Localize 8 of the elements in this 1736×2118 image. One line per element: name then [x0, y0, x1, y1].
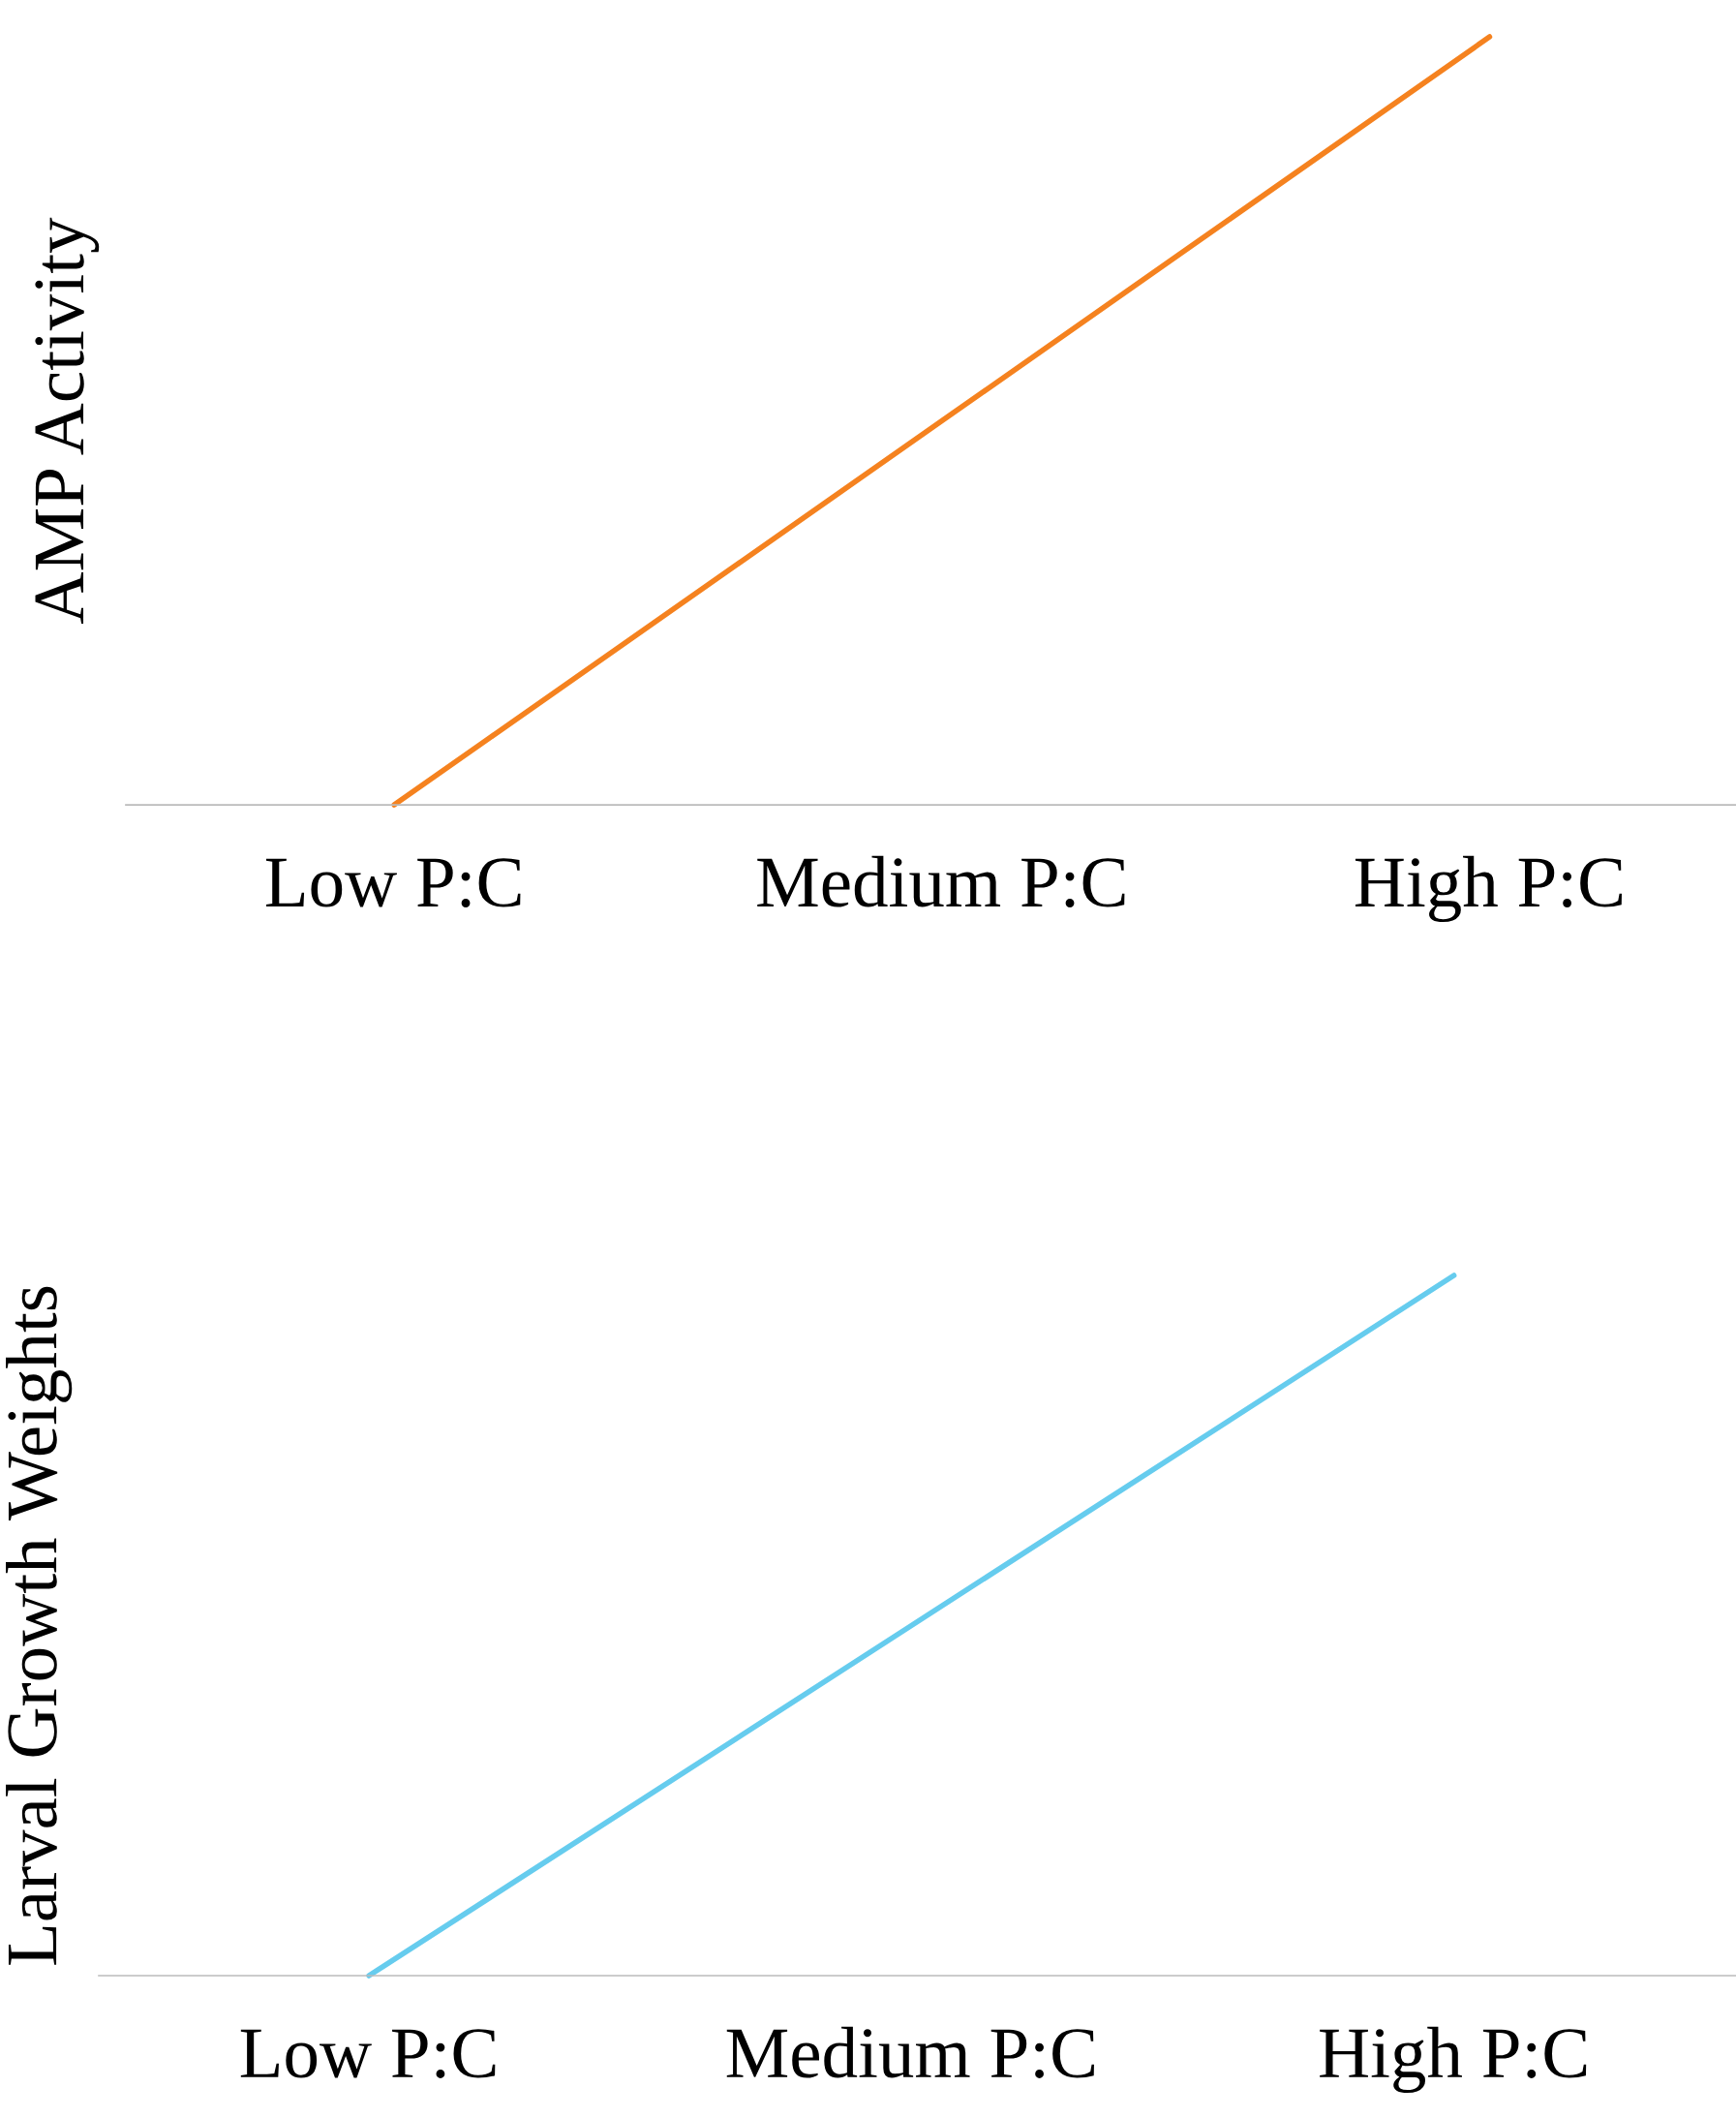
- x-tick-label: Medium P:C: [757, 855, 1125, 907]
- y-axis-title: Larval Growth Weights: [6, 1286, 73, 1965]
- x-tick-label: High P:C: [1355, 855, 1622, 923]
- x-tick-label: High P:C: [1320, 2026, 1587, 2094]
- x-tick-label: Medium P:C: [726, 2026, 1094, 2078]
- x-tick-label: Low P:C: [265, 858, 521, 907]
- x-tick-label: Low P:C: [240, 2029, 496, 2078]
- y-axis-title: AMP Activity: [35, 217, 100, 624]
